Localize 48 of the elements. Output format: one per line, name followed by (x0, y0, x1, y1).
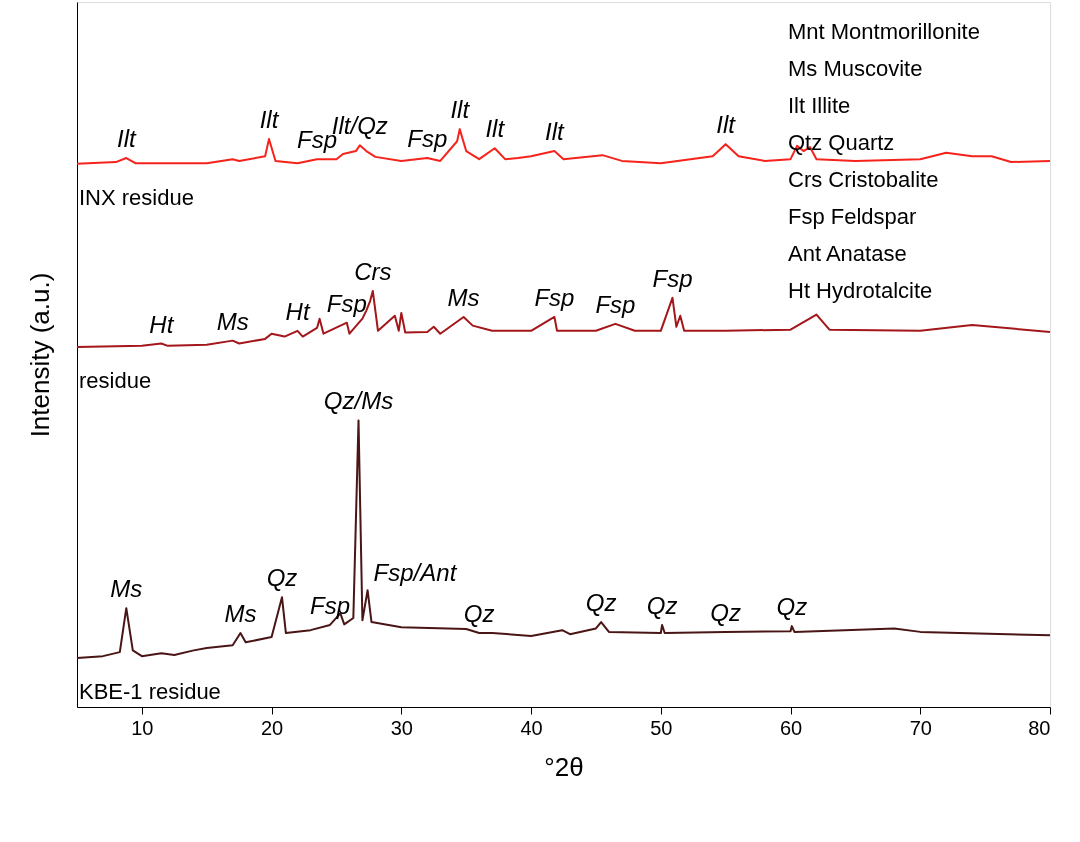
annotation: Qz (585, 589, 617, 617)
annotation: Qtz Quartz (788, 130, 895, 155)
annotation: Fsp (652, 264, 693, 292)
x-axis-title: °2θ (544, 751, 584, 782)
annotation: Ant Anatase (788, 241, 907, 266)
annotation: Ilt (545, 118, 566, 146)
text: Mnt Montmorillonite (788, 19, 980, 44)
annotation: Ilt (485, 115, 506, 143)
x-tick-label: 20 (260, 716, 284, 739)
annotation: Ms (224, 600, 257, 628)
annotation: Ht (149, 310, 175, 338)
annotation: Qz (266, 564, 298, 592)
annotation: Qz (710, 598, 741, 626)
annotation: Qz/Ms (323, 387, 394, 415)
x-tick-label: 10 (131, 716, 154, 739)
y-axis-title: Intensity (a.u.) (24, 272, 55, 438)
annotation: Fsp (309, 591, 350, 619)
annotation: Fsp (407, 125, 448, 153)
annotation: Ms (216, 307, 249, 335)
annotation: Ht (285, 297, 311, 325)
x-tick-label: 70 (909, 716, 932, 739)
annotation: Crs (354, 257, 392, 285)
text: Ilt Illite (788, 93, 851, 118)
series-label: KBE-1 residue (79, 678, 221, 704)
annotation: Fsp (534, 283, 575, 311)
annotation: Ilt (116, 125, 137, 153)
x-tick-label: 50 (650, 716, 673, 739)
annotation: Fsp Feldspar (788, 204, 917, 229)
annotation: Fsp (595, 290, 636, 318)
annotation: Fsp/Ant (373, 559, 458, 587)
series-label: residue (79, 367, 152, 393)
annotation: Qz (463, 600, 495, 628)
annotation: Ms (110, 575, 143, 603)
annotation: Qz (776, 593, 808, 621)
x-tick-label: 80 (1028, 716, 1051, 739)
annotation: Fsp (326, 289, 367, 317)
x-tick-label: 60 (779, 716, 803, 739)
annotation: Crs Cristobalite (788, 167, 939, 192)
annotation: Ht Hydrotalcite (788, 278, 933, 303)
x-tick-label: 30 (390, 716, 413, 739)
annotation: Ms (447, 283, 480, 311)
annotation: Qz (646, 591, 678, 619)
text: Ms Muscovite (788, 56, 923, 81)
x-tick-label: 40 (520, 716, 543, 739)
annotation: Ilt (450, 96, 471, 124)
annotation: Ilt (259, 105, 280, 133)
series-label: INX residue (79, 184, 194, 210)
annotation: Ilt (716, 111, 737, 139)
